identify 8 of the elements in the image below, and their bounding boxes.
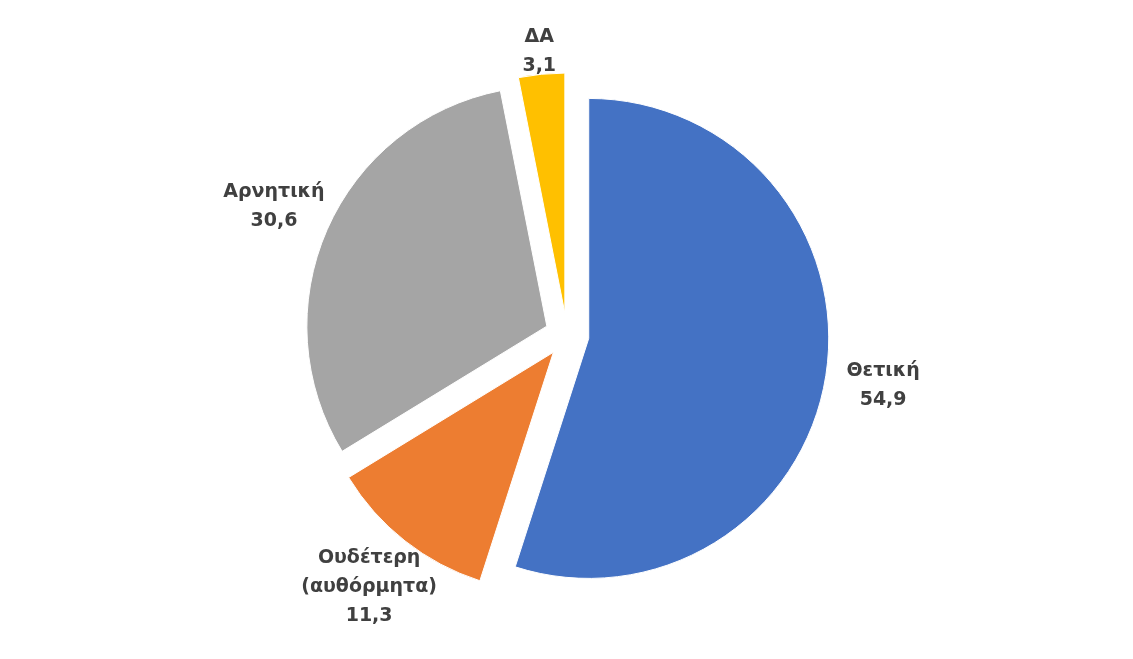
data-label: 11,3: [345, 602, 393, 625]
data-label: 30,6: [250, 208, 298, 231]
data-label: 54,9: [859, 386, 907, 409]
slice-label: Θετική: [846, 357, 920, 380]
data-label: 3,1: [522, 53, 557, 76]
slice-label: ΔΑ: [524, 24, 555, 47]
slice-label: Αρνητική: [223, 179, 325, 202]
slice-label: Ουδέτερη (αυθόρμητα): [301, 544, 437, 596]
